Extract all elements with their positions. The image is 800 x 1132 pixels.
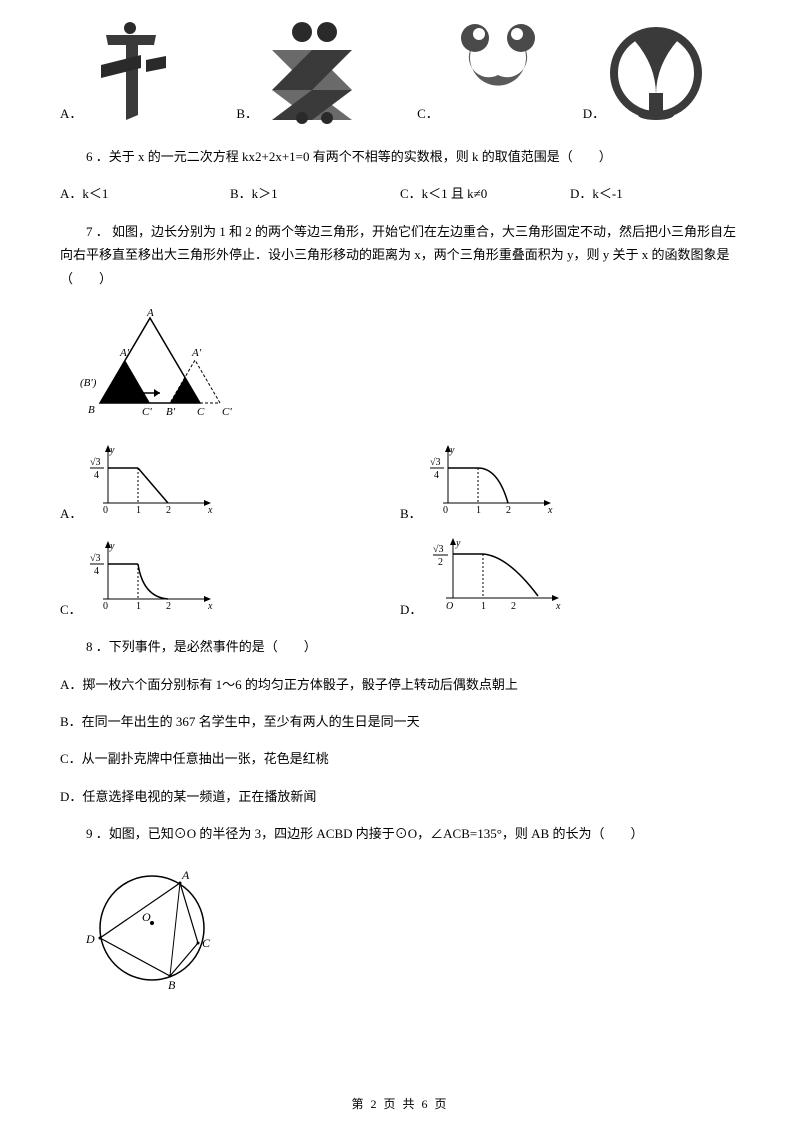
q5-a-label: A． bbox=[60, 102, 82, 125]
q5-opt-b: B． bbox=[236, 20, 367, 125]
q8-stem: 8 ．下列事件，是必然事件的是（ ） bbox=[60, 635, 740, 658]
logo-a-icon bbox=[86, 20, 176, 125]
q7-stem: 7 ． 如图，边长分别为 1 和 2 的两个等边三角形，开始它们在左边重合，大三… bbox=[60, 220, 740, 290]
q8-c: C．从一副扑克牌中任意抽出一张，花色是红桃 bbox=[60, 747, 740, 770]
svg-text:y: y bbox=[455, 538, 461, 549]
svg-text:4: 4 bbox=[94, 566, 99, 577]
q6-d: D．k＜-1 bbox=[570, 182, 740, 205]
q8-d: D．任意选择电视的某一频道，正在播放新闻 bbox=[60, 785, 740, 808]
svg-text:0: 0 bbox=[103, 601, 108, 612]
logo-b-icon bbox=[262, 20, 367, 125]
logo-d-icon bbox=[609, 25, 704, 125]
q9-stem: 9 ．如图，已知⊙O 的半径为 3，四边形 ACBD 内接于⊙O，∠ACB=13… bbox=[60, 822, 740, 845]
svg-text:O: O bbox=[142, 910, 151, 924]
svg-text:y: y bbox=[109, 541, 115, 552]
q7-a-cell: A． y x 0 1 2 √3 4 bbox=[60, 443, 400, 525]
q5-c-label: C． bbox=[417, 102, 439, 125]
q7-graphs-row2: C． y x 0 1 2 √3 4 D． bbox=[60, 536, 740, 621]
svg-text:x: x bbox=[547, 505, 553, 516]
q6-options: A．k＜1 B．k＞1 C．k＜1 且 k≠0 D．k＜-1 bbox=[60, 182, 740, 205]
q6-b: B．k＞1 bbox=[230, 182, 400, 205]
graph-a-icon: y x 0 1 2 √3 4 bbox=[88, 443, 218, 525]
q6-stem: 6 ．关于 x 的一元二次方程 kx2+2x+1=0 有两个不相等的实数根，则 … bbox=[60, 145, 740, 168]
svg-text:x: x bbox=[555, 601, 561, 612]
q7-a-label: A． bbox=[60, 502, 82, 525]
svg-text:O: O bbox=[446, 601, 453, 612]
logo-c-icon bbox=[443, 20, 553, 125]
svg-text:0: 0 bbox=[103, 505, 108, 516]
q8-b: B．在同一年出生的 367 名学生中，至少有两人的生日是同一天 bbox=[60, 710, 740, 733]
svg-text:C': C' bbox=[142, 406, 152, 418]
q8-a: A．掷一枚六个面分别标有 1～6 的均匀正方体骰子，骰子停上转动后偶数点朝上 bbox=[60, 673, 740, 696]
q5-options-row: A． B． C． bbox=[60, 20, 740, 125]
svg-text:C: C bbox=[197, 406, 205, 418]
graph-b-icon: y x 0 1 2 √3 4 bbox=[428, 443, 558, 525]
svg-text:2: 2 bbox=[166, 505, 171, 516]
q7-graphs-row1: A． y x 0 1 2 √3 4 B． bbox=[60, 443, 740, 525]
q5-opt-a: A． bbox=[60, 20, 176, 125]
svg-text:4: 4 bbox=[434, 470, 439, 481]
svg-text:0: 0 bbox=[443, 505, 448, 516]
svg-text:A: A bbox=[181, 868, 190, 882]
q7-c-label: C． bbox=[60, 598, 82, 621]
page-footer: 第 2 页 共 6 页 bbox=[0, 1094, 800, 1116]
q7-triangle-diagram: A A' A' (B') B C' B' C C' bbox=[80, 308, 740, 425]
q6-c: C．k＜1 且 k≠0 bbox=[400, 182, 570, 205]
svg-text:y: y bbox=[109, 445, 115, 456]
svg-text:1: 1 bbox=[481, 601, 486, 612]
svg-text:(B'): (B') bbox=[80, 377, 97, 389]
svg-text:2: 2 bbox=[166, 601, 171, 612]
svg-text:A': A' bbox=[191, 347, 202, 359]
q7-d-label: D． bbox=[400, 598, 422, 621]
svg-text:C': C' bbox=[222, 406, 232, 418]
svg-text:4: 4 bbox=[94, 470, 99, 481]
q7-d-cell: D． y x O 1 2 √3 2 bbox=[400, 536, 740, 621]
svg-text:C: C bbox=[202, 936, 211, 950]
q5-b-label: B． bbox=[236, 102, 258, 125]
svg-text:B: B bbox=[88, 404, 95, 416]
svg-text:A: A bbox=[146, 308, 154, 319]
svg-text:B: B bbox=[168, 978, 176, 992]
svg-text:y: y bbox=[449, 445, 455, 456]
svg-text:2: 2 bbox=[438, 557, 443, 568]
svg-text:√3: √3 bbox=[90, 457, 101, 468]
svg-text:D: D bbox=[85, 932, 95, 946]
graph-c-icon: y x 0 1 2 √3 4 bbox=[88, 539, 218, 621]
q6-a: A．k＜1 bbox=[60, 182, 230, 205]
svg-text:1: 1 bbox=[476, 505, 481, 516]
q7-c-cell: C． y x 0 1 2 √3 4 bbox=[60, 536, 400, 621]
svg-text:2: 2 bbox=[506, 505, 511, 516]
svg-text:B': B' bbox=[166, 406, 176, 418]
q5-d-label: D． bbox=[583, 102, 605, 125]
svg-text:x: x bbox=[207, 601, 213, 612]
q9-circle-diagram: A C B D O bbox=[80, 863, 740, 1000]
svg-text:√3: √3 bbox=[433, 544, 444, 555]
svg-text:2: 2 bbox=[511, 601, 516, 612]
svg-text:x: x bbox=[207, 505, 213, 516]
q5-opt-d: D． bbox=[583, 25, 704, 125]
graph-d-icon: y x O 1 2 √3 2 bbox=[428, 536, 568, 621]
svg-text:1: 1 bbox=[136, 505, 141, 516]
q7-b-label: B． bbox=[400, 502, 422, 525]
q5-opt-c: C． bbox=[417, 20, 553, 125]
svg-text:A': A' bbox=[119, 347, 130, 359]
svg-text:√3: √3 bbox=[430, 457, 441, 468]
q7-b-cell: B． y x 0 1 2 √3 4 bbox=[400, 443, 740, 525]
svg-text:√3: √3 bbox=[90, 553, 101, 564]
svg-text:1: 1 bbox=[136, 601, 141, 612]
